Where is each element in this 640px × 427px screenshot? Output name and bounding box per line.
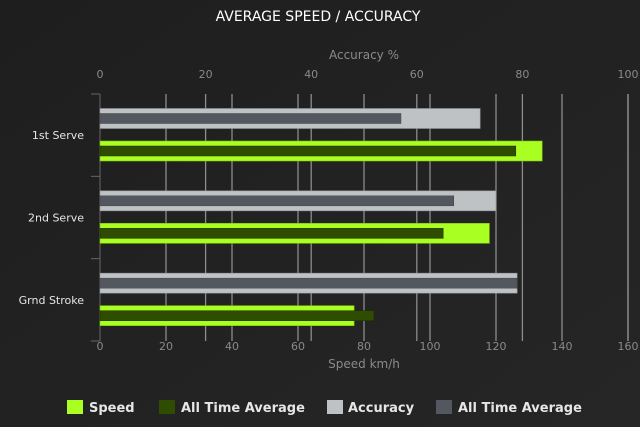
bar-accuracy-average — [99, 195, 455, 207]
bar-accuracy-average — [99, 277, 518, 289]
bottom-tick-label: 160 — [618, 340, 639, 353]
legend-swatch — [327, 400, 343, 414]
bottom-tick-label: 120 — [486, 340, 507, 353]
bar-speed-average — [99, 145, 517, 157]
top-tick-label: 100 — [618, 68, 639, 81]
legend-label[interactable]: Speed — [89, 401, 135, 416]
bottom-tick-label: 60 — [291, 340, 305, 353]
bottom-tick-label: 40 — [225, 340, 239, 353]
legend: Speed All Time Average Accuracy All Time Av… — [67, 400, 582, 416]
chart-title: AVERAGE SPEED / ACCURACY — [216, 9, 421, 25]
bottom-tick-label: 0 — [97, 340, 104, 353]
legend-label[interactable]: All Time Average — [181, 401, 305, 416]
bottom-tick-label: 100 — [420, 340, 441, 353]
category-label: Grnd Stroke — [19, 294, 85, 307]
top-tick-label: 0 — [97, 68, 104, 81]
bar-speed-average — [99, 310, 375, 321]
top-tick-label: 40 — [304, 68, 318, 81]
top-tick-label: 80 — [515, 68, 529, 81]
legend-label[interactable]: Accuracy — [348, 401, 415, 416]
bottom-tick-label: 80 — [357, 340, 371, 353]
category-label: 1st Serve — [32, 129, 84, 142]
legend-swatch — [436, 400, 452, 414]
top-tick-label: 20 — [199, 68, 213, 81]
bar-speed-average — [99, 228, 444, 239]
bottom-tick-label: 20 — [159, 340, 173, 353]
legend-swatch — [159, 400, 175, 414]
bottom-axis-title: Speed km/h — [328, 357, 400, 371]
legend-swatch — [67, 400, 83, 414]
category-label: 2nd Serve — [28, 212, 84, 225]
top-tick-label: 60 — [410, 68, 424, 81]
legend-label[interactable]: All Time Average — [458, 401, 582, 416]
bottom-tick-label: 140 — [552, 340, 573, 353]
bar-accuracy-average — [99, 113, 402, 124]
top-axis-title: Accuracy % — [329, 48, 399, 62]
